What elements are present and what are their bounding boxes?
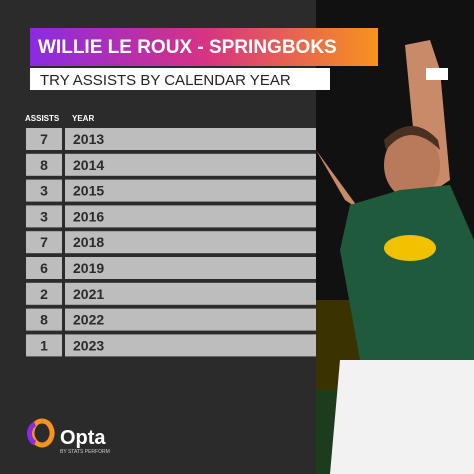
assist-cell	[26, 205, 62, 228]
assist-cell	[26, 257, 62, 279]
year-cell	[65, 153, 316, 176]
assist-value: 1	[40, 337, 48, 353]
year-cell	[65, 257, 316, 279]
assist-value: 3	[40, 208, 48, 224]
logo-mark	[27, 418, 55, 448]
year-value: 2014	[73, 157, 104, 173]
assist-value: 7	[40, 234, 48, 250]
subtitle-box	[30, 68, 330, 90]
logo: Opta	[60, 427, 106, 449]
photo	[316, 0, 474, 474]
assist-value: 2	[40, 286, 48, 302]
year-cell	[65, 334, 316, 357]
year-value: 2022	[73, 312, 104, 328]
year-value: 2018	[73, 234, 104, 250]
assist-cell	[26, 308, 62, 331]
year-cell	[65, 179, 316, 202]
year-value: 2013	[73, 131, 104, 147]
year-cell	[65, 308, 316, 331]
assist-value: 7	[40, 131, 48, 147]
year-cell	[65, 282, 316, 305]
assist-value: 3	[40, 183, 48, 199]
column-header: ASSISTS	[25, 114, 60, 123]
assist-cell	[26, 231, 62, 254]
year-value: 2021	[73, 286, 104, 302]
assist-value: 8	[40, 312, 48, 328]
year-value: 2019	[73, 260, 104, 276]
title-box	[30, 28, 378, 66]
title: WILLIE LE ROUX - SPRINGBOKS	[38, 37, 337, 58]
assist-value: 6	[40, 260, 48, 276]
assist-cell	[26, 128, 62, 150]
year-value: 2016	[73, 208, 104, 224]
subtitle: TRY ASSISTS BY CALENDAR YEAR	[40, 72, 291, 89]
assist-cell	[26, 334, 62, 357]
year-cell	[65, 128, 316, 150]
year-value: 2015	[73, 183, 104, 199]
byline: BY STATS PERFORM	[60, 449, 110, 455]
year-cell	[65, 231, 316, 254]
assist-value: 8	[40, 157, 48, 173]
assist-cell	[26, 153, 62, 176]
assist-cell	[26, 282, 62, 305]
column-header: YEAR	[72, 114, 94, 123]
year-value: 2023	[73, 337, 104, 353]
assist-cell	[26, 179, 62, 202]
year-cell	[65, 205, 316, 228]
